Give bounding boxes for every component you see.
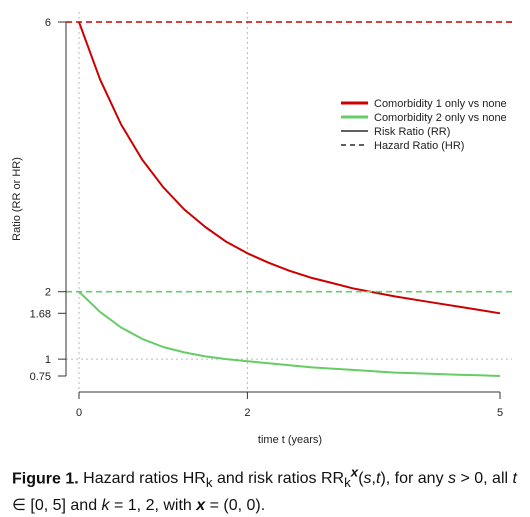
y-tick-label: 2 [45, 287, 51, 299]
caption-label: Figure 1. [12, 470, 79, 488]
y-tick-label: 1.68 [30, 308, 51, 320]
axes: 0.75 1 1.68 2 6 0 2 5 [30, 17, 503, 419]
y-tick-label: 1 [45, 354, 51, 366]
caption-text: Hazard ratios HRk and risk ratios RRkx(s… [12, 465, 517, 514]
y-tick-label: 0.75 [30, 371, 51, 383]
reference-lines [66, 12, 512, 392]
legend: Comorbidity 1 only vs none Comorbidity 2 … [341, 98, 507, 152]
chart: 0.75 1 1.68 2 6 0 2 5 Comorbidity 1 only vs non… [11, 12, 512, 446]
legend-label: Risk Ratio (RR) [374, 126, 450, 138]
legend-label: Hazard Ratio (HR) [374, 140, 464, 152]
x-tick-label: 0 [76, 407, 82, 419]
x-tick-label: 2 [244, 407, 250, 419]
y-axis-title: Ratio (RR or HR) [11, 157, 23, 241]
figure-caption: Figure 1. Hazard ratios HRk and risk rat… [12, 462, 524, 517]
series-layer [66, 21, 512, 377]
legend-label: Comorbidity 1 only vs none [374, 98, 507, 110]
x-axis-title: time t (years) [258, 434, 322, 446]
legend-label: Comorbidity 2 only vs none [374, 112, 507, 124]
y-tick-label: 6 [45, 17, 51, 29]
series-line-comorbidity-1-rr [78, 21, 501, 315]
series-line-comorbidity-2-rr [78, 290, 501, 377]
x-tick-label: 5 [497, 407, 503, 419]
